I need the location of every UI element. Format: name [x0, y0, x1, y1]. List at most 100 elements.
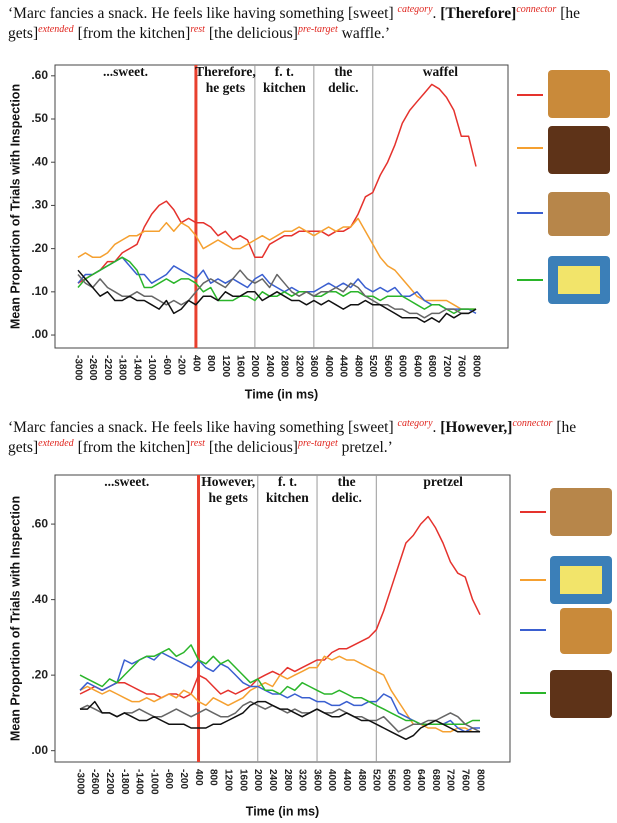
caption-segment: pre-target: [297, 23, 338, 35]
caption-segment: [the delicious]: [204, 25, 298, 42]
x-tick-label: 3200: [293, 355, 304, 378]
series-line: [77, 269, 477, 319]
brownie-image: [548, 126, 610, 174]
caption-segment: connector: [512, 417, 553, 429]
x-tick-label: 5200: [371, 769, 382, 792]
caption-segment: waffle.’: [337, 25, 390, 42]
y-tick-label: .20: [31, 667, 48, 681]
region-label: he gets: [208, 490, 247, 505]
caption-segment: category: [397, 3, 433, 15]
caption-segment: [Therefore]: [440, 5, 517, 22]
caption-segment: pretzel.’: [337, 439, 393, 456]
x-tick-label: 8000: [470, 355, 481, 378]
caption-segment: [he gets]: [8, 419, 577, 456]
region-label: pretzel: [423, 474, 463, 489]
region-label: the: [338, 474, 356, 489]
x-tick-label: -1400: [134, 769, 145, 795]
x-tick-label: -600: [161, 355, 172, 375]
x-tick-label: 400: [193, 769, 204, 786]
caption-segment: [from the kitchen]: [73, 439, 191, 456]
x-tick-label: 2400: [267, 769, 278, 792]
x-tick-label: -3000: [74, 769, 85, 795]
x-tick-label: 3600: [311, 769, 322, 792]
brownie-image: [550, 670, 612, 718]
pretzel-image: [550, 488, 612, 536]
x-tick-label: -1400: [131, 355, 142, 381]
x-tick-label: 2400: [264, 355, 275, 378]
x-tick-label: 2000: [252, 769, 263, 792]
series-line: [80, 700, 480, 741]
x-tick-label: 5600: [385, 769, 396, 792]
pretzel-image: [548, 192, 610, 236]
y-tick-label: .20: [31, 241, 48, 255]
x-tick-label: -1000: [148, 769, 159, 795]
caption: ‘Marc fancies a snack. He feels like hav…: [8, 4, 614, 44]
region-label: f. t.: [278, 474, 297, 489]
region-label: delic.: [331, 490, 361, 505]
caption-segment: [from the kitchen]: [73, 25, 191, 42]
series-line: [79, 700, 481, 733]
x-tick-label: 7600: [456, 355, 467, 378]
x-tick-label: 2800: [282, 769, 293, 792]
x-tick-label: -200: [178, 769, 189, 789]
caption-segment: [he gets]: [8, 5, 580, 42]
x-tick-label: -200: [176, 355, 187, 375]
x-tick-label: 4400: [338, 355, 349, 378]
x-tick-label: 7200: [441, 355, 452, 378]
x-tick-label: 2800: [279, 355, 290, 378]
caption-segment: [However,]: [440, 419, 513, 436]
cheese-image: [558, 266, 600, 294]
x-tick-label: 4800: [352, 355, 363, 378]
x-tick-label: -2200: [102, 355, 113, 381]
caption-segment: ‘Marc fancies a snack. He feels like hav…: [8, 419, 398, 436]
series-line: [77, 256, 476, 315]
x-tick-label: 5600: [382, 355, 393, 378]
caption-segment: [the delicious]: [204, 439, 298, 456]
x-tick-label: 6000: [400, 769, 411, 792]
series-line: [79, 644, 480, 725]
x-tick-label: 6400: [411, 355, 422, 378]
region-label: he gets: [206, 80, 245, 95]
x-tick-label: 800: [205, 355, 216, 372]
y-tick-label: .30: [31, 198, 48, 212]
x-tick-label: 3200: [297, 769, 308, 792]
x-tick-label: 6800: [426, 355, 437, 378]
x-tick-label: 7600: [460, 769, 471, 792]
x-tick-label: 4000: [323, 355, 334, 378]
y-tick-label: .10: [31, 284, 48, 298]
x-tick-label: 7200: [445, 769, 456, 792]
region-label: delic.: [328, 80, 358, 95]
series-line: [77, 83, 477, 284]
x-tick-label: 1200: [220, 355, 231, 378]
region-label: ...sweet.: [104, 474, 149, 489]
x-tick-label: 2000: [249, 355, 260, 378]
region-label: f. t.: [275, 64, 294, 79]
x-axis-label: Time (in ms): [245, 387, 318, 401]
caption-segment: extended: [38, 437, 74, 449]
caption-segment: ‘Marc fancies a snack. He feels like hav…: [8, 5, 398, 22]
x-tick-label: -2600: [87, 355, 98, 381]
series-line: [77, 269, 477, 323]
x-tick-label: -600: [163, 769, 174, 789]
caption-segment: category: [397, 417, 433, 429]
y-axis-label: Mean Proportion of Trials with Inspectio…: [8, 496, 22, 741]
x-tick-label: 6000: [397, 355, 408, 378]
series-line: [77, 217, 476, 310]
x-axis-label: Time (in ms): [246, 804, 319, 818]
y-tick-label: .00: [31, 743, 48, 757]
x-tick-label: 6800: [430, 769, 441, 792]
caption-segment: .: [432, 419, 441, 436]
x-tick-label: 6400: [415, 769, 426, 792]
series-line: [77, 256, 477, 315]
y-axis-label: Mean Proportion of Trials with Inspectio…: [8, 84, 22, 329]
region-label: ...sweet.: [103, 64, 148, 79]
caption-segment: connector: [516, 3, 557, 15]
caption-segment: pre-target: [297, 437, 338, 449]
y-tick-label: .00: [31, 327, 48, 341]
legend-images: [548, 70, 612, 718]
caption-segment: extended: [38, 23, 74, 35]
y-tick-label: .60: [31, 516, 48, 530]
x-tick-label: -1000: [146, 355, 157, 381]
